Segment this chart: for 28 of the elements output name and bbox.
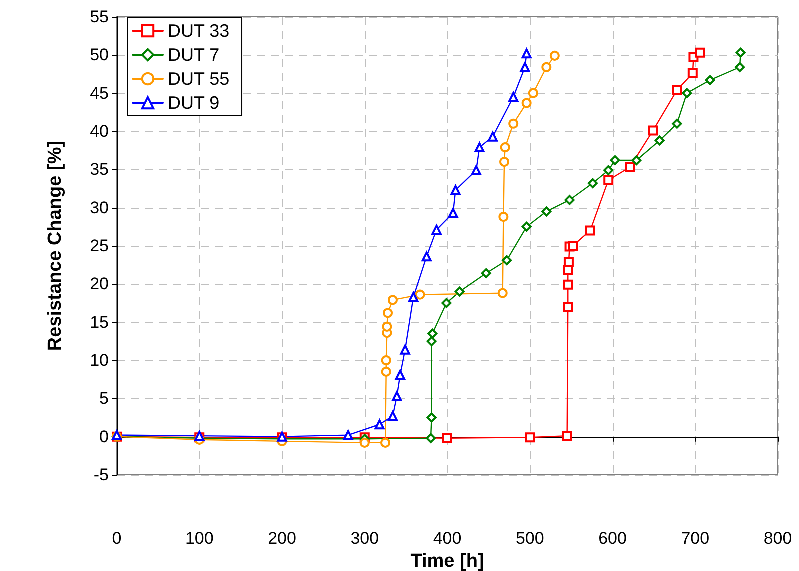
x-tick-label: 200: [268, 529, 296, 548]
y-tick-label: 20: [90, 274, 109, 294]
y-tick-label: 45: [90, 84, 109, 103]
x-tick-label: 0: [112, 529, 122, 548]
x-tick-label: 800: [764, 529, 792, 548]
y-tick-label: 0: [100, 427, 109, 446]
legend-label: DUT 55: [168, 69, 230, 89]
y-axis-title: Resistance Change [%]: [45, 140, 66, 352]
x-axis-title: Time [h]: [410, 550, 484, 571]
x-tick-label: 300: [350, 529, 380, 548]
x-tick-label: 700: [681, 529, 710, 548]
x-tick-label: 600: [598, 529, 627, 548]
y-tick-label: 40: [90, 122, 109, 141]
y-tick-label: 25: [90, 236, 109, 256]
x-tick-label: 100: [185, 529, 214, 548]
y-tick-label: 5: [100, 389, 109, 408]
y-tick-label: -5: [94, 466, 109, 484]
x-tick-label: 500: [516, 529, 544, 548]
legend-label: DUT 7: [168, 45, 220, 65]
y-tick-label: 50: [90, 46, 109, 65]
y-tick-label: 10: [90, 351, 109, 370]
y-tick-label: 15: [90, 312, 109, 332]
legend-label: DUT 9: [168, 93, 220, 113]
y-tick-label: 35: [90, 160, 109, 180]
legend-label: DUT 33: [168, 21, 230, 41]
y-tick-label: 30: [90, 198, 109, 218]
y-tick-label: 55: [90, 8, 109, 26]
x-tick-label: 400: [433, 529, 462, 548]
